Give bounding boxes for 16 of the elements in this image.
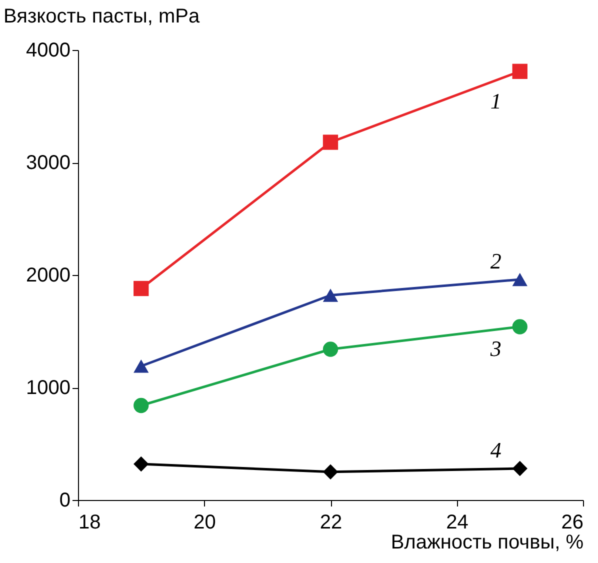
y-tick-label: 3000 bbox=[26, 152, 70, 174]
y-tick-label: 1000 bbox=[26, 377, 70, 399]
x-tick-label: 24 bbox=[446, 512, 468, 534]
x-tick-label: 20 bbox=[194, 512, 216, 534]
series-label: 2 bbox=[490, 248, 502, 274]
y-tick-label: 2000 bbox=[26, 264, 70, 286]
y-tick-label: 0 bbox=[59, 490, 70, 512]
y-tick-label: 4000 bbox=[26, 40, 70, 62]
x-tick-label: 22 bbox=[320, 512, 342, 534]
x-axis-title: Влажность почвы, % bbox=[390, 532, 584, 554]
series-label: 4 bbox=[490, 438, 502, 462]
x-tick-label: 26 bbox=[561, 512, 584, 534]
series-label: 3 bbox=[489, 336, 502, 361]
series-label: 1 bbox=[490, 88, 502, 114]
y-axis-title: Вязкость пасты, mPa bbox=[4, 6, 200, 28]
x-tick-label: 18 bbox=[78, 512, 101, 534]
